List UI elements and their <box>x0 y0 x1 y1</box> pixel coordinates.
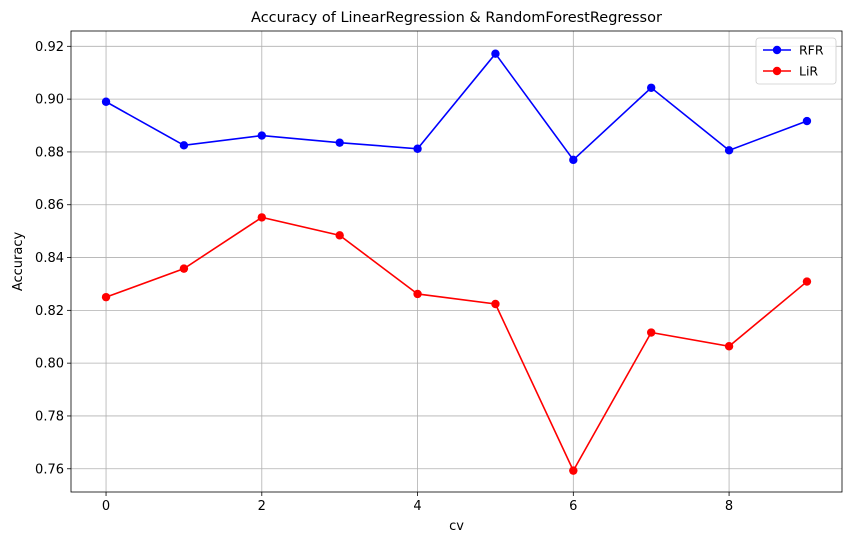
axis-ticks: 0 2 4 6 8 0.76 0.78 0.80 0.82 0.84 0.86 0.88 0.90 0.9… <box>35 40 733 514</box>
data-point-rfr <box>724 146 734 155</box>
data-point-rfr <box>413 144 422 153</box>
data-point-lir <box>569 466 578 475</box>
data-point-lir <box>335 231 344 240</box>
y-tick-label: 0.90 <box>35 93 64 108</box>
x-tick-label: 4 <box>413 499 421 514</box>
data-point-rfr <box>257 131 267 140</box>
y-tick-label: 0.84 <box>35 251 64 266</box>
y-tick-label: 0.82 <box>35 304 64 319</box>
series-group <box>101 49 812 475</box>
data-point-lir <box>802 277 812 286</box>
data-point-rfr <box>101 97 111 106</box>
legend: RFR LiR <box>755 37 837 85</box>
y-tick-label: 0.78 <box>35 409 64 424</box>
data-point-rfr <box>646 83 656 92</box>
data-point-lir <box>257 213 267 222</box>
y-tick-label: 0.76 <box>35 462 64 477</box>
series-line-lir <box>105 216 808 473</box>
y-tick-label: 0.88 <box>35 145 64 160</box>
x-tick-label: 2 <box>258 499 266 514</box>
data-point-rfr <box>491 49 500 58</box>
x-tick-label: 0 <box>102 499 110 514</box>
x-axis-label: cv <box>449 519 464 534</box>
legend-marker-rfr <box>772 45 782 55</box>
data-point-lir <box>413 289 422 299</box>
data-point-lir <box>179 264 189 273</box>
series-line-rfr <box>105 52 808 162</box>
chart-title: Accuracy of LinearRegression & RandomFor… <box>251 10 662 26</box>
legend-marker-lir <box>772 66 782 76</box>
grid <box>71 31 842 492</box>
data-point-lir <box>724 342 734 351</box>
legend-label-lir: LiR <box>799 64 818 79</box>
data-point-rfr <box>569 155 578 165</box>
data-point-rfr <box>179 141 189 150</box>
data-point-rfr <box>335 138 344 147</box>
y-axis-label: Accuracy <box>11 232 26 292</box>
y-tick-label: 0.92 <box>35 40 64 55</box>
data-point-lir <box>646 328 656 337</box>
x-tick-label: 8 <box>725 499 733 514</box>
y-tick-label: 0.86 <box>35 198 64 213</box>
data-point-rfr <box>802 116 812 126</box>
legend-box <box>755 37 837 85</box>
plot-frame <box>70 30 843 493</box>
x-tick-label: 6 <box>569 499 577 514</box>
y-tick-label: 0.80 <box>35 357 64 372</box>
legend-label-rfr: RFR <box>799 43 824 58</box>
data-point-lir <box>101 292 111 302</box>
data-point-lir <box>491 299 500 309</box>
